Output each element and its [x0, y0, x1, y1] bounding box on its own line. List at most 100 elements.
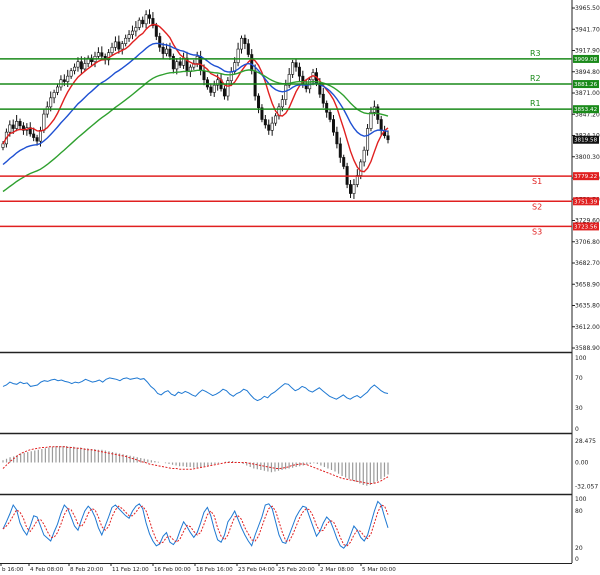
price-tick-label: 3894.80 [575, 69, 600, 76]
candle-body [113, 41, 117, 48]
candle-body [171, 56, 175, 70]
candle-body [32, 133, 36, 138]
candle-body [335, 131, 339, 145]
candle-body [120, 43, 124, 50]
macd-signal-line [2, 446, 389, 484]
candle-body [246, 43, 250, 55]
level-price-label: 3751.39 [574, 199, 598, 205]
price-tick-label: 3706.80 [575, 239, 600, 246]
candle-body [294, 62, 298, 68]
candle-body [117, 41, 121, 50]
candle-body [144, 14, 148, 25]
candle-body [331, 119, 335, 133]
candle-body [161, 46, 165, 54]
candle-body [127, 34, 131, 39]
candle-body [202, 70, 206, 81]
candle-body [236, 48, 240, 63]
time-tick-label: 8 Feb 20:00 [70, 567, 104, 573]
time-tick-label: 25 Feb 20:00 [278, 567, 315, 573]
candle-body [239, 37, 243, 50]
moving-average-slow [2, 69, 389, 193]
candle-body [359, 161, 363, 176]
candle-body [175, 61, 179, 70]
rsi-tick-label: 100 [575, 355, 587, 362]
price-tick-label: 3847.20 [575, 111, 600, 118]
price-tick-label: 3965.50 [575, 5, 600, 12]
time-tick-label: b 16:00 [2, 567, 24, 573]
stochastic-tick-label: 80 [575, 508, 583, 515]
candle-body [79, 61, 83, 70]
candle-body [66, 75, 70, 82]
candles [1, 9, 390, 199]
price-tick-label: 3635.80 [575, 303, 600, 310]
level-price-label: 3909.08 [574, 57, 598, 63]
candle-body [260, 107, 264, 120]
candle-body [178, 61, 182, 66]
time-axis-labels: b 16:00 4 Feb 08:00 8 Feb 20:00 11 Feb 12:0… [0, 563, 396, 573]
macd-pane: 28.475 0.00 -32.057 [2, 438, 598, 491]
candle-body [165, 48, 169, 54]
candle-body [229, 71, 233, 81]
candle-body [35, 137, 39, 142]
time-tick-label: 11 Feb 12:00 [112, 567, 149, 573]
candle-body [362, 149, 366, 163]
rsi-tick-label: 0 [575, 426, 579, 433]
candle-body [45, 106, 49, 115]
candle-body [379, 119, 383, 131]
candle-body [216, 79, 220, 86]
candle-body [321, 93, 325, 104]
price-tick-label: 3658.90 [575, 281, 600, 288]
rsi-line [2, 377, 389, 402]
candle-body [18, 121, 22, 127]
candle-body [15, 121, 19, 129]
level-price-tag [573, 197, 599, 206]
stochastic-signal-line [2, 504, 389, 547]
macd-tick-label: 28.475 [575, 438, 596, 445]
candle-body [130, 30, 134, 35]
candle-body [168, 48, 172, 57]
candle-body [297, 66, 301, 77]
candle-body [158, 36, 162, 48]
time-tick-label: 18 Feb 16:00 [196, 567, 233, 573]
moving-average-medium [2, 42, 389, 166]
candle-body [274, 115, 278, 124]
candle-body [56, 86, 60, 93]
candle-body [38, 130, 42, 142]
candle-body [69, 70, 73, 77]
level-price-label: 3853.42 [574, 107, 597, 113]
candle-body [21, 125, 25, 131]
candle-body [328, 111, 332, 120]
stochastic-tick-label: 0 [575, 556, 579, 563]
level-name-s3: S3 [532, 227, 542, 236]
time-tick-label: 23 Feb 04:00 [238, 567, 275, 573]
macd-tick-label: 0.00 [575, 460, 589, 467]
level-price-tag [573, 80, 599, 89]
level-name-r3: R3 [530, 49, 541, 58]
level-price-label: 3779.22 [574, 174, 597, 180]
candle-body [386, 135, 390, 141]
candle-body [52, 92, 56, 99]
candle-body [154, 25, 158, 37]
candle-body [369, 111, 373, 129]
candle-body [250, 54, 254, 72]
level-name-r2: R2 [530, 74, 541, 83]
price-tick-label: 3917.90 [575, 48, 600, 55]
candle-body [280, 99, 284, 108]
candle-body [342, 157, 346, 167]
candle-body [90, 57, 94, 63]
last-price-tag [573, 135, 599, 144]
level-price-tag [573, 105, 599, 114]
price-tick-label: 3871.00 [575, 90, 600, 97]
time-tick-label: 5 Mar 00:00 [362, 567, 396, 573]
candle-body [86, 57, 90, 64]
candle-body [352, 184, 356, 194]
level-name-s1: S1 [532, 177, 542, 186]
pivot-levels: R3 3909.08 R2 3881.26 R1 3853.42 S1 3779.22 S2 37… [0, 49, 599, 236]
candle-body [73, 66, 77, 72]
candle-body [49, 97, 53, 108]
candle-body [338, 143, 342, 158]
stochastic-main-line [2, 500, 389, 549]
price-tick-label: 3941.70 [575, 26, 600, 33]
time-tick-label: 4 Feb 08:00 [30, 567, 64, 573]
